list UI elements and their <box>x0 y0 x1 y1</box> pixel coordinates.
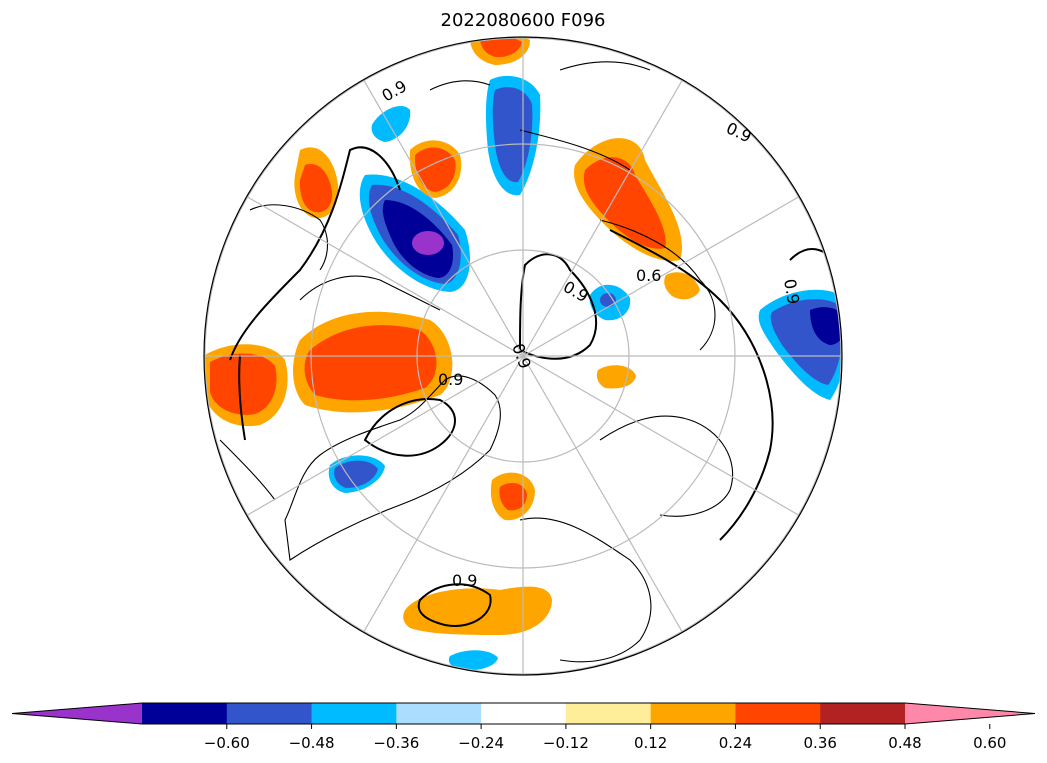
contour-line <box>238 354 246 441</box>
anomaly-region <box>299 164 333 213</box>
colorbar: −0.60 −0.48 −0.36 −0.24 −0.12 0.12 0.24 0.36 0.4… <box>11 702 1036 752</box>
coastline <box>519 517 652 663</box>
anomaly-region <box>334 460 378 488</box>
meridian <box>522 355 800 517</box>
anomaly-region <box>448 650 498 671</box>
colorbar-tick-label: −0.36 <box>373 734 419 752</box>
colorbar-swatch <box>226 703 313 724</box>
anomaly-region <box>371 105 411 142</box>
meridian <box>246 355 524 517</box>
colorbar-swatch <box>650 703 736 724</box>
coastline <box>599 415 734 517</box>
anomaly-region <box>596 365 636 389</box>
meridian <box>522 79 684 357</box>
anomaly-region <box>600 293 616 307</box>
coastline <box>599 219 716 351</box>
anomaly-region <box>810 307 842 345</box>
contour-label: 0.9 <box>452 571 477 590</box>
anomaly-region <box>499 482 527 511</box>
colorbar-outline <box>11 702 1036 725</box>
coastline <box>219 439 276 501</box>
colorbar-tick-label: 0.60 <box>973 734 1006 752</box>
colorbar-tick-label: 0.12 <box>634 734 667 752</box>
graticule <box>204 37 842 675</box>
meridian <box>362 355 524 633</box>
coastline <box>284 375 501 561</box>
colorbar-tick-label: −0.60 <box>204 734 250 752</box>
contour-label: 0.6 <box>636 266 661 285</box>
coastline <box>559 61 651 71</box>
contour-line <box>229 146 401 361</box>
anomaly-region <box>664 272 700 300</box>
contour-label: 0.9 <box>438 370 463 389</box>
anomaly-region <box>480 37 522 58</box>
colorbar-swatch <box>481 703 567 724</box>
meridian <box>362 79 524 357</box>
map-title: 2022080600 F096 <box>441 10 606 31</box>
coastline <box>249 204 329 271</box>
colorbar-swatch <box>142 703 228 724</box>
anomaly-region <box>583 157 666 249</box>
colorbar-swatch <box>735 703 821 724</box>
contour-line <box>609 229 774 541</box>
colorbar-swatch <box>565 703 652 724</box>
contour-line <box>363 398 456 457</box>
anomaly-fill-layer <box>205 37 842 671</box>
colorbar-tick-label: −0.24 <box>458 734 504 752</box>
anomaly-region <box>210 353 277 415</box>
colorbar-swatch <box>820 703 906 724</box>
coastline <box>519 129 631 171</box>
anomaly-region <box>412 231 444 255</box>
map-boundary <box>203 36 843 676</box>
colorbar-tick-label: −0.48 <box>289 734 335 752</box>
colorbar-tick-label: 0.36 <box>804 734 837 752</box>
colorbar-tick-label: 0.48 <box>888 734 921 752</box>
meridian <box>246 195 524 357</box>
polar-map: 0.9 0.9 0.9 0.6 0.9 0.9 0.9 0.9 <box>203 36 843 676</box>
meridian <box>522 195 800 357</box>
coastline <box>299 275 441 311</box>
colorbar-extend-min <box>12 703 142 724</box>
contour-line <box>518 253 598 360</box>
colorbar-tick-label: 0.24 <box>719 734 752 752</box>
colorbar-tick-label: −0.12 <box>543 734 589 752</box>
contour-label: 0.9 <box>780 277 803 305</box>
colorbar-extend-max <box>905 703 1035 724</box>
meridian <box>522 355 684 633</box>
contour-line <box>417 583 492 627</box>
coastline-layer <box>219 61 734 663</box>
colorbar-swatch <box>311 703 397 724</box>
colorbar-swatch <box>396 703 482 724</box>
coastline <box>429 80 491 91</box>
anomaly-region <box>304 325 437 401</box>
